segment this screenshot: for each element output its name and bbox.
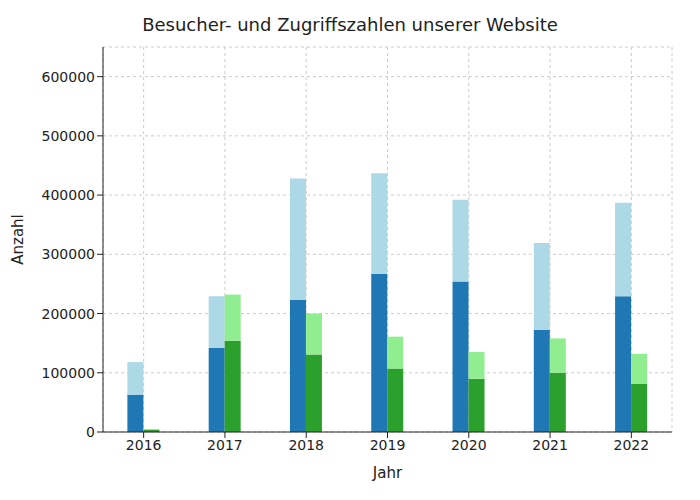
svg-text:2019: 2019 [370, 437, 406, 453]
html-text:Besucher- und Zugriffszahlen u: Besucher- und Zugriffszahlen unserer Web… [142, 14, 558, 35]
svg-text:Jahr: Jahr [372, 464, 403, 482]
svg-text:2022: 2022 [614, 437, 650, 453]
svg-text:2018: 2018 [288, 437, 324, 453]
svg-text:400000: 400000 [42, 187, 95, 203]
svg-text:600000: 600000 [42, 69, 95, 85]
svg-text:Anzahl: Anzahl [9, 214, 27, 265]
svg-text:2021: 2021 [532, 437, 568, 453]
svg-text:100000: 100000 [42, 365, 95, 381]
svg-text:500000: 500000 [42, 128, 95, 144]
svg-text:0: 0 [86, 424, 95, 440]
svg-text:2020: 2020 [451, 437, 487, 453]
svg-text:2016: 2016 [126, 437, 162, 453]
svg-text:2017: 2017 [207, 437, 243, 453]
svg-text:300000: 300000 [42, 246, 95, 262]
svg-text:200000: 200000 [42, 306, 95, 322]
